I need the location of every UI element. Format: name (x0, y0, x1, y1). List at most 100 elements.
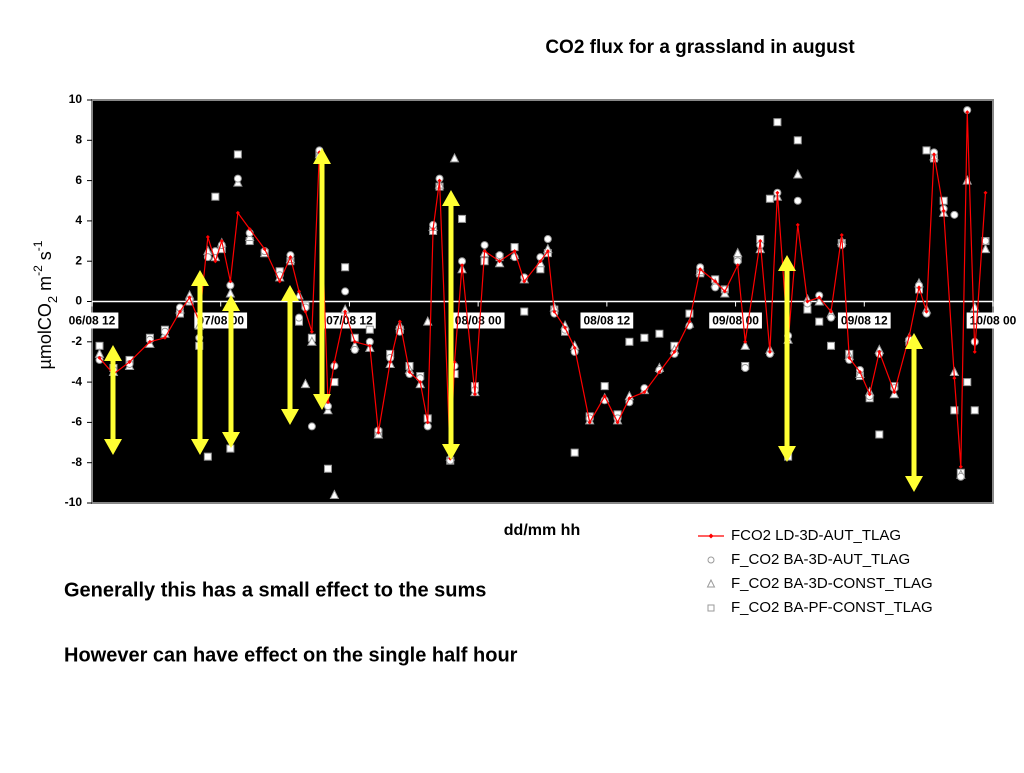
y-tick-label: 0 (75, 294, 82, 308)
marker-diamond (642, 390, 647, 395)
marker-circle (741, 363, 750, 372)
y-tick-label: -6 (71, 415, 82, 429)
marker-circle (295, 313, 304, 322)
marker-diamond (552, 309, 557, 314)
note: However can have effect on the single ha… (64, 644, 518, 666)
marker-diamond (932, 152, 937, 157)
marker-square (600, 382, 609, 391)
arrow-head (313, 148, 331, 164)
arrow-head (191, 270, 209, 286)
marker-diamond (958, 464, 963, 469)
marker-diamond (758, 239, 763, 244)
marker-diamond (205, 235, 210, 240)
marker-diamond (332, 359, 337, 364)
marker-square (773, 118, 782, 127)
marker-square (685, 309, 694, 318)
marker-diamond (512, 249, 517, 254)
marker-diamond (162, 335, 167, 340)
marker-diamond (857, 370, 862, 375)
marker-diamond (924, 309, 929, 314)
x-tick-label: 07/08 12 (326, 314, 373, 328)
marker-diamond (941, 208, 946, 213)
marker-diamond (352, 339, 357, 344)
marker-square (939, 196, 948, 205)
marker-diamond (472, 392, 477, 397)
marker-diamond (147, 339, 152, 344)
marker-square (963, 378, 972, 387)
marker-diamond (545, 249, 550, 254)
marker-diamond (228, 279, 233, 284)
y-label-part: -2 (31, 265, 45, 276)
marker-diamond (262, 247, 267, 252)
marker-diamond (309, 329, 314, 334)
marker-triangle (300, 378, 311, 389)
x-tick-label: 08/08 12 (583, 314, 630, 328)
marker-diamond (587, 420, 592, 425)
marker-diamond (839, 233, 844, 238)
marker-circle (711, 283, 720, 292)
arrow-head (104, 439, 122, 455)
series-line (99, 112, 987, 467)
x-tick-label: 07/08 00 (197, 314, 244, 328)
marker-circle (793, 196, 802, 205)
arrow-head (442, 444, 460, 460)
marker-circle (307, 422, 316, 431)
marker-square (827, 341, 836, 350)
marker-circle (341, 287, 350, 296)
marker-diamond (177, 309, 182, 314)
marker-diamond (916, 285, 921, 290)
marker-square (365, 325, 374, 334)
marker-triangle (449, 152, 460, 163)
marker-diamond (572, 345, 577, 350)
marker-diamond (805, 299, 810, 304)
marker-square (625, 337, 634, 346)
marker-diamond (425, 420, 430, 425)
x-axis-label: dd/mm hh (504, 522, 580, 539)
legend-label: F_CO2 BA-3D-AUT_TLAG (731, 551, 910, 568)
marker-diamond (407, 370, 412, 375)
marker-diamond (698, 267, 703, 272)
marker-diamond (452, 359, 457, 364)
arrow-head (778, 255, 796, 271)
arrow-head (104, 345, 122, 361)
marker-square (458, 214, 467, 223)
marker-diamond (795, 222, 800, 227)
marker-square (970, 406, 979, 415)
marker-square (922, 146, 931, 155)
marker-diamond (713, 279, 718, 284)
marker-diamond (297, 289, 302, 294)
marker-diamond (538, 259, 543, 264)
marker-circle (950, 210, 959, 219)
marker-diamond (497, 259, 502, 264)
marker-circle (233, 174, 242, 183)
x-tick-label-bg (966, 312, 1020, 329)
marker-square (765, 194, 774, 203)
marker-circle (707, 556, 715, 564)
arrow-head (222, 432, 240, 448)
arrow-head (313, 394, 331, 410)
marker-diamond (965, 110, 970, 115)
arrow-head (191, 439, 209, 455)
marker-circle (543, 235, 552, 244)
marker-triangle (307, 336, 317, 346)
marker-diamond (127, 359, 132, 364)
marker-diamond (708, 533, 714, 539)
y-label-part: s (35, 251, 55, 265)
chart-title: CO2 flux for a grassland in august (545, 37, 855, 58)
marker-square (233, 150, 242, 159)
marker-diamond (602, 394, 607, 399)
marker-diamond (722, 289, 727, 294)
x-tick-label-bg (323, 312, 376, 329)
marker-triangle (740, 340, 751, 350)
marker-triangle (329, 489, 340, 499)
marker-diamond (219, 239, 224, 244)
marker-diamond (343, 309, 348, 314)
y-label-part: 2 (45, 296, 60, 303)
marker-diamond (907, 333, 912, 338)
marker-square (203, 452, 212, 461)
arrow-head (281, 285, 299, 301)
marker-diamond (325, 400, 330, 405)
marker-diamond (877, 349, 882, 354)
marker-square (570, 448, 579, 457)
